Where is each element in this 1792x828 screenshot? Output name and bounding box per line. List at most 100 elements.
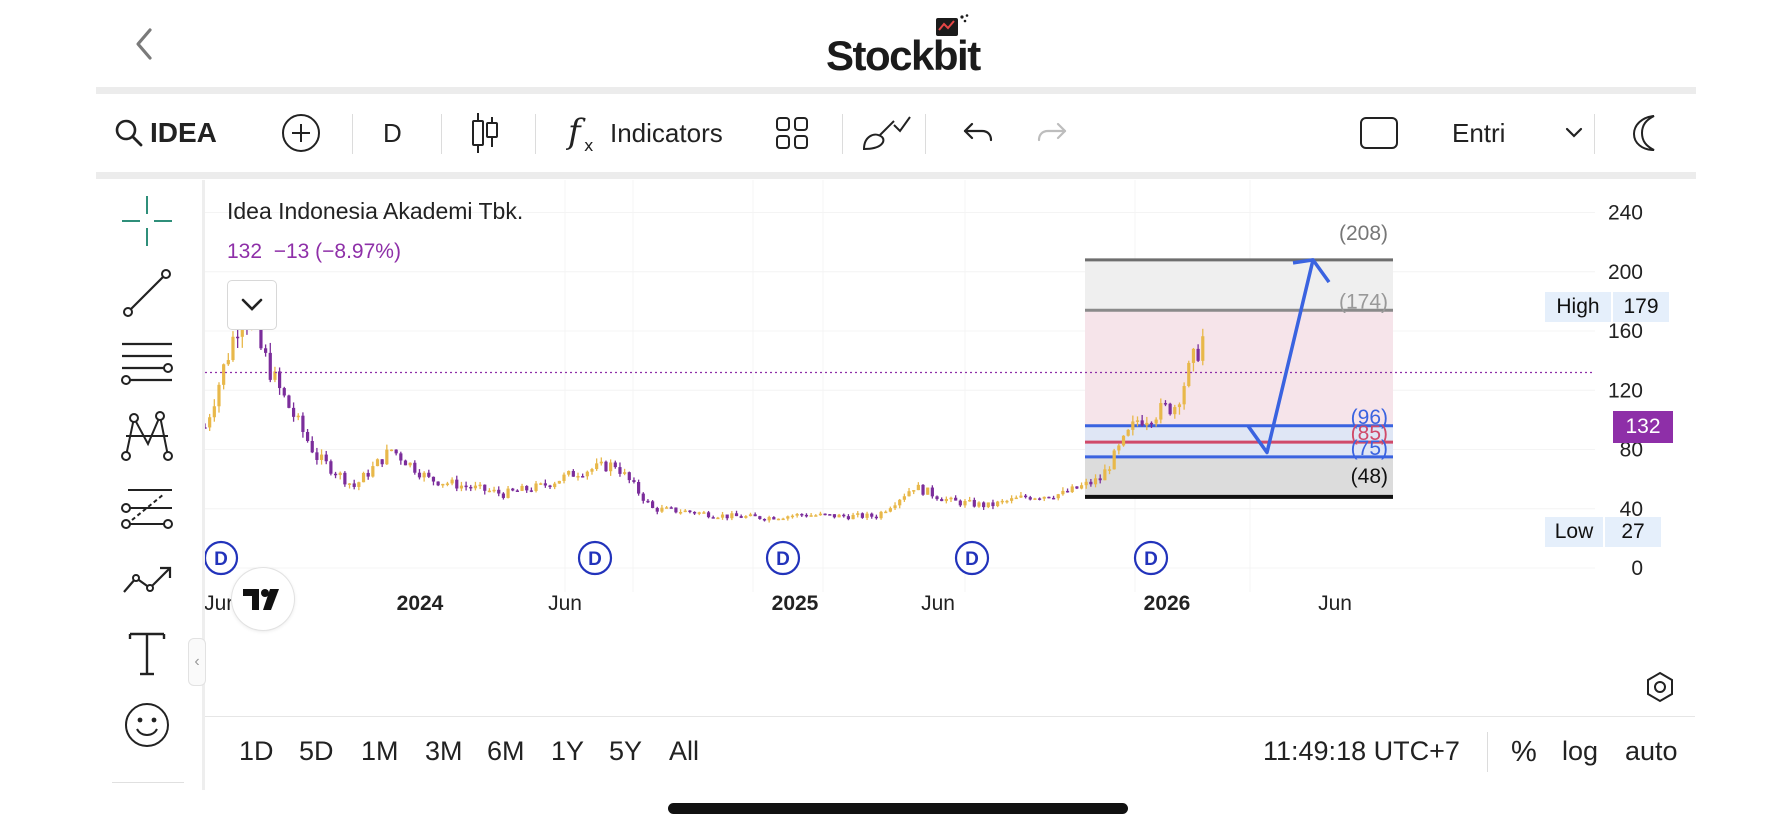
candle-body (371, 466, 375, 477)
candle-body (441, 483, 445, 486)
range-5d[interactable]: 5D (299, 736, 334, 766)
candle-body (352, 483, 356, 487)
order-type-select[interactable]: Entri (1452, 94, 1583, 172)
logo-text: Stockbit (826, 32, 981, 79)
candle-body (753, 514, 757, 517)
candle-body (739, 516, 743, 518)
candle-body (464, 485, 468, 488)
legend-toggle-button[interactable] (227, 280, 277, 330)
symbol-search-button[interactable]: IDEA (114, 94, 217, 172)
settings-hexagon-icon (1647, 671, 1673, 703)
fib-retracement-tool[interactable] (118, 336, 176, 394)
square-icon (1360, 117, 1398, 149)
candle-body (427, 472, 431, 477)
price-chart[interactable]: (208)(174)(96)(85)(75)(48) 2802402001601… (203, 142, 1695, 718)
axis-settings-button[interactable] (1643, 670, 1677, 704)
trend-line-tool[interactable] (118, 264, 176, 322)
auto-toggle[interactable]: auto (1625, 736, 1678, 766)
chart-type-button[interactable] (470, 94, 500, 172)
candle-body (916, 484, 920, 491)
crosshair-tool[interactable] (118, 192, 176, 250)
candle-body (1126, 429, 1130, 436)
undo-button[interactable] (962, 94, 994, 172)
range-1m[interactable]: 1M (361, 736, 399, 766)
range-5y[interactable]: 5Y (609, 736, 643, 766)
candle-body (674, 507, 678, 513)
candle-body (1145, 422, 1149, 426)
chart-canvas: (208)(174)(96)(85)(75)(48) 2802402001601… (203, 142, 1643, 615)
candle-body (888, 508, 892, 512)
range-divider (205, 716, 1695, 717)
dividend-marker-label: D (776, 549, 790, 570)
text-tool[interactable] (118, 624, 176, 682)
chevron-down-icon (1566, 127, 1583, 138)
candle-body (287, 395, 291, 408)
candle-body (1135, 420, 1140, 422)
dividend-marker (954, 540, 990, 576)
candle-body (758, 516, 762, 519)
candle-body (1201, 336, 1205, 361)
candle-body (525, 485, 529, 491)
layout-button[interactable] (775, 94, 809, 172)
candle-body (399, 453, 403, 461)
candle-body (408, 462, 412, 466)
candle-body (776, 518, 781, 521)
function-icon: f x (566, 113, 593, 153)
tradingview-logo[interactable] (232, 568, 294, 630)
time-tick-label: 2024 (397, 592, 444, 615)
range-divider-v (1487, 732, 1488, 772)
dividend-marker (765, 540, 801, 576)
range-6m[interactable]: 6M (487, 736, 525, 766)
candle-body (567, 470, 571, 475)
pattern-tool[interactable] (118, 408, 176, 466)
log-toggle[interactable]: log (1562, 736, 1599, 766)
candle-body (944, 498, 948, 502)
interval-button[interactable]: D (383, 94, 402, 172)
fib-zone-bottom (1085, 456, 1393, 497)
candle-body (1075, 486, 1079, 489)
candle-body (1010, 498, 1014, 501)
collapse-toolbar-button[interactable]: ‹ (188, 638, 206, 686)
compare-symbol-button[interactable] (281, 94, 321, 172)
candle-body (436, 481, 440, 486)
range-1d[interactable]: 1D (239, 736, 274, 766)
candle-body (459, 485, 464, 489)
candle-body (1065, 490, 1070, 493)
candle-body (809, 515, 813, 517)
tradingview-icon (243, 589, 279, 610)
low-value: 27 (1605, 517, 1661, 547)
order-type-label: Entri (1452, 117, 1506, 148)
theme-toggle[interactable] (1628, 94, 1662, 172)
chevron-down-icon (241, 298, 263, 311)
candle-body (1000, 500, 1004, 503)
fullscreen-toggle[interactable] (1359, 94, 1399, 172)
candle-body (893, 505, 897, 509)
range-1y[interactable]: 1Y (551, 736, 585, 766)
percent-toggle[interactable]: % (1511, 736, 1537, 768)
candle-body (1024, 495, 1028, 498)
toolbar-divider (96, 172, 1696, 179)
candle-body (921, 484, 925, 495)
path-tool[interactable] (118, 552, 176, 610)
candle-body (305, 431, 310, 442)
candle-body (1014, 497, 1018, 500)
range-all[interactable]: All (669, 736, 700, 766)
candle-body (1042, 496, 1046, 499)
candle-body (688, 510, 692, 513)
range-3m[interactable]: 3M (425, 736, 463, 766)
redo-button[interactable] (1036, 94, 1068, 172)
candle-body (1103, 469, 1107, 481)
candle-body (609, 462, 613, 472)
candle-body (375, 459, 380, 467)
emoji-tool[interactable] (118, 696, 176, 754)
drawing-templates-button[interactable] (860, 94, 912, 172)
candle-body (902, 496, 906, 500)
candle-body (627, 472, 631, 481)
candle-body (926, 487, 930, 495)
candle-body (1149, 422, 1154, 425)
forecast-tool[interactable] (118, 480, 176, 538)
indicators-button[interactable]: f x Indicators (566, 94, 723, 172)
back-button[interactable] (126, 24, 166, 64)
candle-body (907, 491, 911, 497)
candle-body (1177, 404, 1182, 408)
